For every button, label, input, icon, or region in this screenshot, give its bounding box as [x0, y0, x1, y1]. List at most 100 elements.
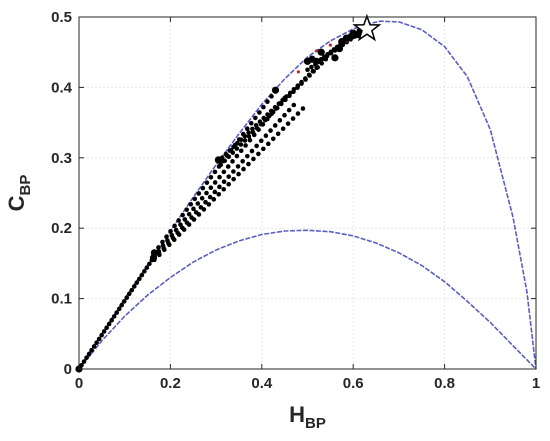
- x-tick-label: 0.2: [160, 375, 181, 392]
- trajectory-point: [156, 245, 161, 250]
- trajectory-point: [176, 232, 182, 237]
- trajectory-point: [234, 141, 240, 146]
- y-tick-label: 0.2: [51, 220, 72, 237]
- y-tick-label: 0.1: [51, 291, 72, 308]
- trajectory-point: [222, 158, 228, 164]
- trajectory-point: [322, 54, 327, 60]
- trajectory-point: [216, 191, 222, 197]
- trajectory-point: [199, 195, 205, 201]
- trajectory-point: [230, 159, 235, 164]
- x-tick-label: 0.6: [343, 375, 364, 392]
- trajectory-point: [226, 181, 231, 187]
- data-points: [75, 13, 382, 373]
- trajectory-point: [131, 284, 137, 289]
- trajectory-point: [238, 137, 244, 143]
- trajectory-point: [250, 126, 255, 132]
- y-axis-label-sub: BP: [17, 175, 34, 196]
- trajectory-point: [277, 118, 283, 123]
- trajectory-point: [270, 109, 276, 115]
- trajectory-point: [124, 295, 130, 300]
- trajectory-point: [168, 228, 173, 234]
- plot-frame: [78, 16, 537, 370]
- trajectory-point: [191, 206, 196, 212]
- trajectory-point: [282, 112, 287, 118]
- trajectory-point: [231, 176, 236, 182]
- trajectory-point: [295, 111, 301, 116]
- trajectory-point: [230, 150, 236, 155]
- trajectory-point: [147, 261, 152, 267]
- trajectory-point: [166, 242, 172, 248]
- lower-bound-curve: [78, 229, 537, 370]
- trajectory-point: [328, 49, 334, 55]
- trajectory-point: [134, 280, 140, 285]
- trajectory-point: [226, 174, 232, 179]
- trajectory-point: [162, 247, 167, 253]
- trajectory-point: [253, 115, 258, 121]
- trajectory-point: [283, 97, 288, 103]
- x-tick-label: 0.4: [251, 375, 273, 392]
- trajectory-point: [186, 222, 192, 227]
- trajectory-point: [247, 137, 253, 143]
- trajectory-point: [129, 287, 135, 293]
- trajectory-point: [99, 332, 104, 338]
- trajectory-point: [279, 101, 284, 107]
- trajectory-point: [325, 52, 330, 57]
- trajectory-point: [144, 265, 150, 270]
- trajectory-point: [256, 151, 261, 157]
- trajectory-point: [203, 199, 208, 205]
- trajectory-point: [250, 130, 256, 135]
- trajectory-point: [272, 123, 278, 128]
- trajectory-point: [137, 276, 142, 282]
- trajectory-point: [101, 329, 107, 334]
- trajectory-point: [261, 146, 266, 152]
- data-point: [335, 45, 344, 53]
- trajectory-point: [196, 212, 202, 217]
- trajectory-point: [290, 116, 296, 121]
- trajectory-point: [309, 64, 314, 70]
- trajectory-point: [191, 217, 197, 222]
- trajectory-point: [225, 164, 231, 169]
- trajectory-point: [242, 133, 248, 139]
- y-tick-label: 0: [64, 361, 72, 378]
- trajectory-point: [221, 186, 227, 192]
- trajectory-point: [207, 194, 213, 200]
- trajectory-point: [234, 153, 240, 159]
- trajectory-point: [176, 218, 181, 223]
- trajectory-point: [245, 153, 250, 159]
- trajectory-point: [119, 302, 125, 308]
- trajectory-point: [258, 121, 264, 127]
- trajectory-point: [291, 102, 297, 108]
- trajectory-point: [286, 107, 292, 113]
- trajectory-point: [242, 138, 248, 143]
- trajectory-point: [311, 69, 316, 74]
- trajectory-point: [235, 164, 241, 169]
- trajectory-point: [157, 252, 162, 258]
- trajectory-point: [201, 207, 207, 212]
- trajectory-point: [280, 126, 286, 132]
- trajectory-point: [307, 73, 312, 78]
- trajectory-point: [89, 347, 94, 353]
- trajectory-point: [241, 166, 246, 172]
- data-point: [214, 156, 222, 164]
- trajectory-point: [244, 126, 250, 132]
- trajectory-point: [206, 202, 212, 207]
- x-axis-label: HBP: [289, 402, 326, 432]
- trajectory-point: [116, 306, 122, 312]
- trajectory-point: [221, 169, 227, 175]
- trajectory-point: [212, 180, 218, 185]
- axis-ticks: 0 0.2 0.4 0.6 0.8 1 0 0.1 0.2 0.3 0.4 0.5: [51, 9, 540, 392]
- trajectory-point: [200, 185, 206, 191]
- x-tick-label: 0: [75, 375, 83, 392]
- trajectory-point: [96, 336, 102, 342]
- trajectory-point: [265, 99, 270, 105]
- trajectory-point: [186, 211, 192, 217]
- trajectory-point: [258, 138, 264, 144]
- x-tick-label: 0.8: [434, 375, 455, 392]
- trajectory-point: [164, 234, 169, 239]
- trajectory-point: [109, 317, 114, 323]
- red-point: [328, 43, 332, 47]
- trajectory-point: [126, 291, 132, 297]
- trajectory-point: [86, 351, 92, 357]
- trajectory-point: [246, 134, 252, 139]
- trajectory-point: [142, 269, 147, 274]
